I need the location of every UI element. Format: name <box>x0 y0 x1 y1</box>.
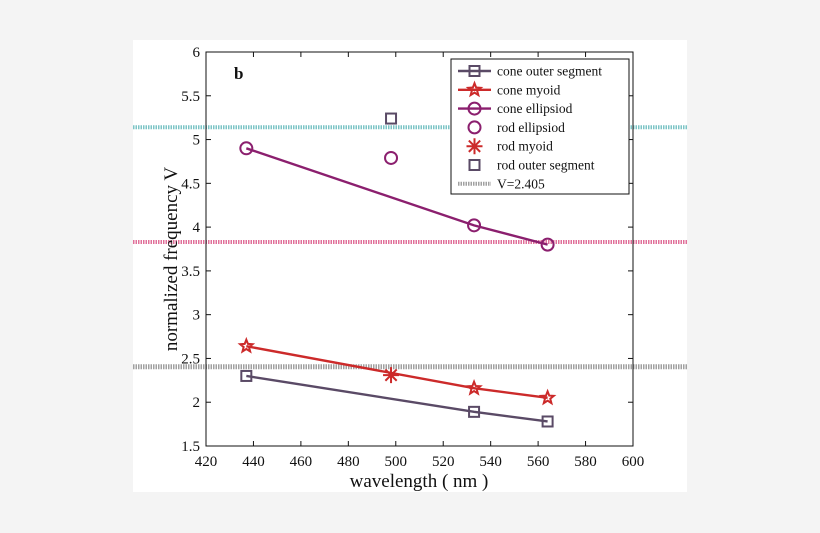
x-tick-label-600: 600 <box>622 454 645 470</box>
marker-cone-outer-segment-1 <box>468 405 481 418</box>
panel-letter: b <box>234 64 243 83</box>
legend: cone outer segment cone myoid cone ellipsi… <box>450 58 630 195</box>
legend-label-rod-ellipsiod: rod ellipsiod <box>497 120 565 135</box>
series-line-cone-ellipsiod <box>245 147 548 246</box>
marker-cone-ellipsiod-0 <box>239 141 254 156</box>
legend-label-cone-outer-segment: cone outer segment <box>497 64 602 79</box>
x-tick-label-420: 420 <box>195 454 218 470</box>
series-line-cone-outer-segment <box>246 374 548 423</box>
marker-rod-myoid-0 <box>383 367 400 384</box>
legend-label-cone-ellipsiod: cone ellipsiod <box>497 101 573 116</box>
axes <box>205 51 634 447</box>
y-tick-label-5: 5 <box>193 133 201 149</box>
legend-label-v-2-405: V=2.405 <box>497 176 545 191</box>
x-tick-label-540: 540 <box>479 454 502 470</box>
axes-box <box>205 51 634 447</box>
marker-cone-myoid-1 <box>465 378 483 396</box>
legend-marker-cone-ellipsiod <box>467 101 482 116</box>
ticks: 420 440 460 480 500 520 540 560 580 600 1.5 2 2.5 3 3.… <box>181 45 644 470</box>
marker-cone-outer-segment-0 <box>240 369 253 382</box>
marker-cone-myoid-0 <box>237 336 256 354</box>
y-tick-label-5.5: 5.5 <box>181 89 200 105</box>
y-tick-label-6: 6 <box>193 45 201 61</box>
y-tick-label-1.5: 1.5 <box>181 439 200 455</box>
x-tick-label-580: 580 <box>574 454 597 470</box>
x-axis-label: wavelength ( nm ) <box>350 471 489 492</box>
legend-label-rod-outer-segment: rod outer segment <box>497 158 595 173</box>
marker-rod-outer-segment-0 <box>385 112 398 125</box>
legend-marker-rod-outer-segment <box>468 159 481 171</box>
marker-cone-myoid-2 <box>538 388 557 406</box>
y-tick-label-4.5: 4.5 <box>181 176 200 192</box>
x-tick-label-460: 460 <box>290 454 313 470</box>
legend-label-cone-myoid: cone myoid <box>497 82 561 97</box>
series-lines <box>245 147 548 423</box>
marker-rod-ellipsiod-0 <box>384 150 399 165</box>
legend-label-rod-myoid: rod myoid <box>497 139 553 154</box>
legend-marker-cone-myoid <box>465 80 484 98</box>
x-tick-label-500: 500 <box>385 454 408 470</box>
marker-cone-outer-segment-2 <box>541 415 554 428</box>
y-tick-label-3.5: 3.5 <box>181 264 200 280</box>
y-tick-label-2.5: 2.5 <box>181 351 200 367</box>
x-tick-label-520: 520 <box>432 454 455 470</box>
x-tick-label-560: 560 <box>527 454 550 470</box>
y-tick-label-4: 4 <box>193 220 201 236</box>
series-line-cone-myoid <box>246 345 548 400</box>
legend-marker-rod-myoid <box>466 138 483 155</box>
marker-cone-ellipsiod-1 <box>467 218 482 233</box>
legend-marker-rod-ellipsiod <box>467 120 482 135</box>
y-axis-label: normalized frequency V <box>161 167 182 352</box>
legend-marker-cone-outer-segment <box>468 65 481 77</box>
x-tick-label-440: 440 <box>242 454 265 470</box>
y-tick-label-3: 3 <box>193 308 201 324</box>
y-tick-label-2: 2 <box>193 395 201 411</box>
data-markers <box>237 112 557 428</box>
marker-cone-ellipsiod-2 <box>540 237 555 252</box>
x-tick-label-480: 480 <box>337 454 360 470</box>
